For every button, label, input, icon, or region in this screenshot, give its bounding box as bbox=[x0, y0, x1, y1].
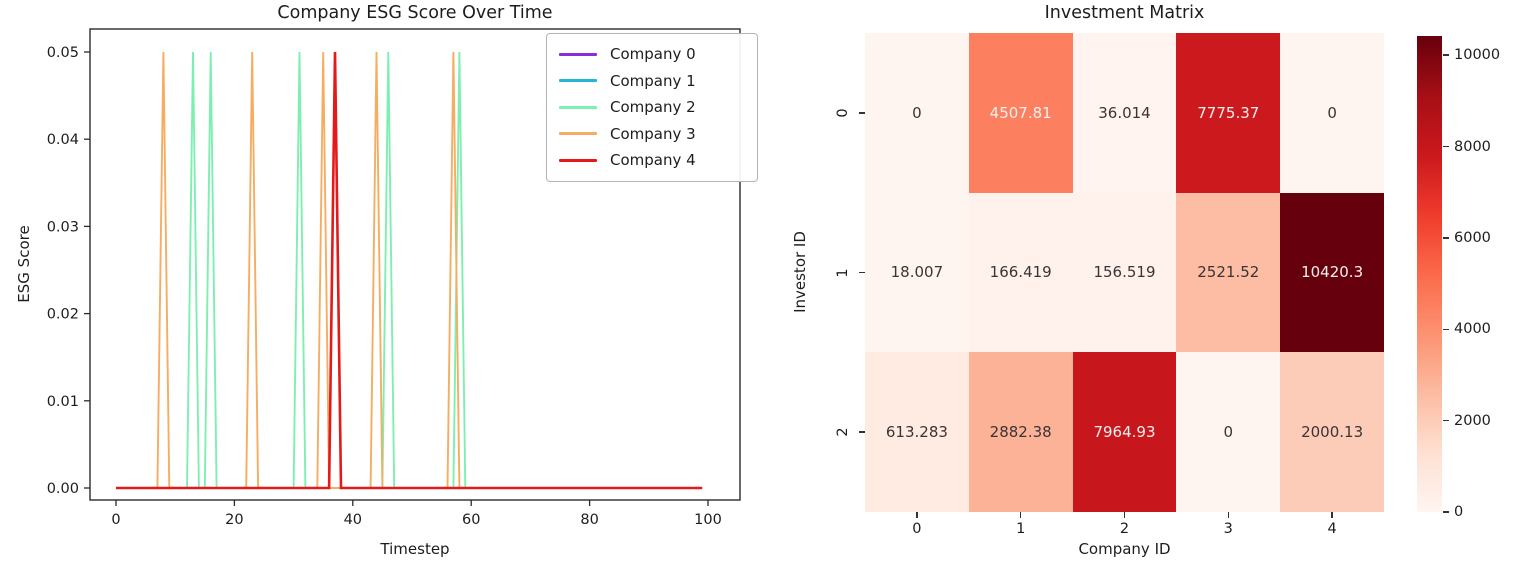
y-tick-label: 0.01 bbox=[47, 394, 79, 410]
colorbar-tick-label: 2000 bbox=[1454, 412, 1491, 429]
y-tick-label: 0.02 bbox=[47, 307, 79, 323]
colorbar-tick-mark bbox=[1443, 328, 1449, 330]
legend-label: Company 3 bbox=[610, 124, 696, 143]
heatmap-y-axis-label: Investor ID bbox=[791, 231, 809, 313]
heatmap-y-tick-label: 0 bbox=[835, 108, 851, 118]
y-tick-mark bbox=[859, 112, 865, 114]
heatmap-cell-value: 2000.13 bbox=[1301, 423, 1364, 442]
x-tick-mark bbox=[1227, 512, 1229, 518]
heatmap-x-tick-label: 0 bbox=[912, 521, 922, 537]
heatmap-cell-value: 18.007 bbox=[890, 263, 944, 282]
colorbar-tick-mark bbox=[1443, 237, 1449, 239]
x-tick-label: 20 bbox=[225, 512, 243, 528]
legend-entry-company-0: Company 0 bbox=[559, 41, 747, 68]
x-tick-mark bbox=[1020, 512, 1022, 518]
esg-legend: Company 0 Company 1 Company 2 Company 3 Comp… bbox=[546, 33, 758, 182]
colorbar-tick-mark bbox=[1443, 145, 1449, 148]
heatmap-cell-value: 36.014 bbox=[1098, 103, 1151, 122]
legend-line-swatch bbox=[559, 132, 597, 136]
y-tick-mark bbox=[859, 271, 865, 274]
x-tick-label: 60 bbox=[462, 512, 480, 528]
heatmap-cell-r0c4: 0 bbox=[1280, 33, 1384, 193]
colorbar-tick-mark bbox=[1443, 511, 1449, 513]
x-tick-mark bbox=[1331, 512, 1333, 518]
heatmap-cell-r1c3: 2521.52 bbox=[1176, 192, 1281, 353]
legend-entry-company-4: Company 4 bbox=[559, 147, 747, 174]
colorbar bbox=[1417, 36, 1442, 512]
heatmap-x-axis-label: Company ID bbox=[1078, 540, 1171, 558]
heatmap-cell-r1c0: 18.007 bbox=[865, 192, 969, 353]
heatmap-cell-r1c4: 10420.3 bbox=[1280, 192, 1384, 353]
esg-chart-title: Company ESG Score Over Time bbox=[277, 3, 553, 23]
heatmap-grid: 0 4507.81 36.014 7775.37 0 18.007 166.419 156.5… bbox=[865, 33, 1384, 512]
legend-entry-company-1: Company 1 bbox=[559, 68, 747, 95]
heatmap-cell-value: 2882.38 bbox=[989, 423, 1052, 442]
colorbar-tick-label: 10000 bbox=[1454, 47, 1501, 64]
x-tick-label: 100 bbox=[694, 512, 722, 528]
heatmap-x-tick-label: 3 bbox=[1223, 521, 1233, 537]
heatmap-cell-r0c1: 4507.81 bbox=[968, 33, 1073, 193]
y-tick-mark bbox=[859, 431, 865, 433]
y-tick-label: 0.04 bbox=[47, 132, 79, 148]
esg-line-plot: 0 20 40 60 80 100 0.00 0.01 0.02 0.03 0.04 0.05 bbox=[47, 28, 741, 528]
heatmap-cell-value: 0 bbox=[1327, 103, 1337, 122]
legend-line-swatch bbox=[559, 52, 597, 56]
heatmap-cell-r1c1: 166.419 bbox=[968, 192, 1073, 353]
heatmap-cell-value: 7775.37 bbox=[1197, 103, 1260, 122]
heatmap-cell-r0c3: 7775.37 bbox=[1176, 33, 1281, 193]
heatmap-y-tick-label: 2 bbox=[835, 427, 851, 437]
legend-label: Company 1 bbox=[610, 71, 696, 90]
esg-x-axis-label: Timestep bbox=[380, 540, 450, 558]
heatmap-cell-r2c1: 2882.38 bbox=[968, 352, 1073, 512]
heatmap-cell-r0c0: 0 bbox=[865, 33, 969, 193]
x-tick-mark bbox=[916, 512, 918, 518]
series-line-4 bbox=[116, 51, 703, 490]
heatmap-cell-value: 166.419 bbox=[989, 263, 1052, 282]
heatmap-y-tick-label: 1 bbox=[835, 267, 851, 278]
x-tick-label: 40 bbox=[344, 512, 362, 528]
legend-label: Company 4 bbox=[610, 151, 696, 170]
heatmap-cell-value: 156.519 bbox=[1093, 263, 1156, 282]
heatmap-x-tick-label: 1 bbox=[1016, 521, 1026, 537]
legend-line-swatch bbox=[559, 105, 597, 109]
legend-entry-company-3: Company 3 bbox=[559, 121, 747, 148]
series-line-2 bbox=[116, 51, 703, 489]
y-tick-label: 0.05 bbox=[47, 45, 79, 61]
heatmap-cell-value: 613.283 bbox=[885, 423, 948, 442]
heatmap-x-tick-label: 2 bbox=[1119, 521, 1130, 537]
heatmap-cell-r2c2: 7964.93 bbox=[1072, 352, 1177, 512]
legend-label: Company 2 bbox=[610, 98, 696, 117]
colorbar-tick-mark bbox=[1443, 54, 1449, 56]
heatmap-cell-r2c3: 0 bbox=[1176, 352, 1281, 512]
heatmap-cell-r1c2: 156.519 bbox=[1072, 192, 1177, 353]
colorbar-tick-label: 6000 bbox=[1454, 229, 1491, 246]
colorbar-tick-label: 0 bbox=[1454, 504, 1464, 520]
heatmap-cell-r2c4: 2000.13 bbox=[1280, 352, 1384, 512]
y-tick-label: 0.03 bbox=[47, 219, 79, 235]
heatmap-title: Investment Matrix bbox=[1044, 3, 1205, 23]
heatmap-cell-value: 7964.93 bbox=[1093, 423, 1156, 442]
heatmap-cell-r0c2: 36.014 bbox=[1072, 33, 1177, 193]
heatmap-cell-value: 2521.52 bbox=[1197, 263, 1260, 282]
y-tick-label: 0.00 bbox=[47, 481, 79, 497]
heatmap-cell-value: 10420.3 bbox=[1301, 263, 1364, 282]
colorbar-tick-label: 4000 bbox=[1454, 321, 1491, 338]
series-line-3 bbox=[116, 51, 703, 489]
plot-spines bbox=[89, 28, 741, 501]
legend-line-swatch bbox=[559, 158, 597, 162]
colorbar-tick-label: 8000 bbox=[1454, 138, 1491, 155]
heatmap-x-tick-label: 4 bbox=[1327, 521, 1337, 537]
colorbar-tick-mark bbox=[1443, 419, 1449, 422]
legend-line-swatch bbox=[559, 79, 597, 83]
x-tick-label: 80 bbox=[580, 512, 598, 528]
heatmap-cell-value: 4507.81 bbox=[989, 103, 1052, 122]
heatmap-cell-value: 0 bbox=[1223, 423, 1234, 442]
x-tick-mark bbox=[1123, 512, 1126, 518]
legend-entry-company-2: Company 2 bbox=[559, 94, 747, 121]
heatmap-cell-value: 0 bbox=[912, 103, 922, 122]
legend-label: Company 0 bbox=[610, 45, 696, 64]
x-tick-label: 0 bbox=[111, 512, 120, 528]
heatmap-cell-r2c0: 613.283 bbox=[865, 352, 969, 512]
